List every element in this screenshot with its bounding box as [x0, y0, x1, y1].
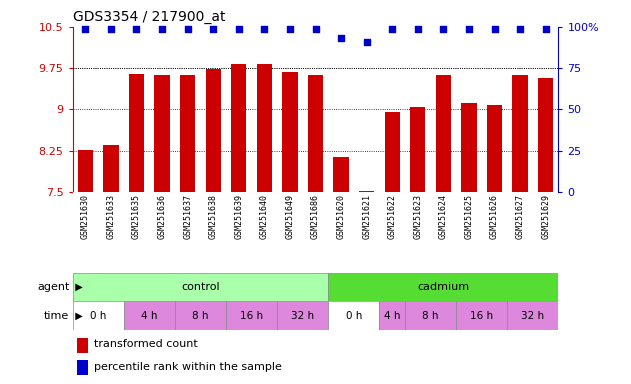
Text: GSM251621: GSM251621	[362, 194, 371, 239]
Point	[541, 25, 551, 31]
Text: GSM251626: GSM251626	[490, 194, 499, 239]
Bar	[180, 75, 196, 192]
Bar	[73, 273, 328, 301]
Point	[515, 25, 525, 31]
Text: GSM251624: GSM251624	[439, 194, 448, 239]
Bar	[282, 72, 298, 192]
Text: GSM251649: GSM251649	[285, 194, 295, 239]
Point	[285, 25, 295, 31]
Text: transformed count: transformed count	[95, 339, 198, 349]
Point	[106, 25, 116, 31]
Bar	[328, 273, 558, 301]
Text: 0 h: 0 h	[346, 311, 362, 321]
Text: GSM251627: GSM251627	[516, 194, 524, 239]
Text: 8 h: 8 h	[192, 311, 209, 321]
Text: 16 h: 16 h	[240, 311, 263, 321]
Point	[362, 39, 372, 45]
Bar	[175, 301, 226, 330]
Bar	[512, 75, 528, 192]
Point	[439, 25, 449, 31]
Text: 32 h: 32 h	[521, 311, 545, 321]
Bar	[78, 338, 88, 353]
Point	[464, 25, 474, 31]
Bar	[257, 64, 272, 192]
Text: GSM251625: GSM251625	[464, 194, 473, 239]
Bar	[226, 301, 277, 330]
Text: 4 h: 4 h	[141, 311, 158, 321]
Point	[336, 35, 346, 41]
Bar	[487, 105, 502, 192]
Bar	[129, 74, 144, 192]
Text: 32 h: 32 h	[291, 311, 314, 321]
Bar	[155, 75, 170, 192]
Text: cadmium: cadmium	[417, 282, 469, 292]
Bar	[379, 301, 405, 330]
Bar	[538, 78, 553, 192]
Bar	[328, 301, 379, 330]
Bar	[78, 150, 93, 192]
Bar	[410, 107, 425, 192]
Bar	[384, 112, 400, 192]
Text: GSM251637: GSM251637	[183, 194, 192, 239]
Point	[131, 25, 141, 31]
Text: GSM251629: GSM251629	[541, 194, 550, 239]
Text: time: time	[44, 311, 69, 321]
Point	[310, 25, 321, 31]
Bar	[461, 103, 476, 192]
Bar	[73, 301, 124, 330]
Text: GSM251636: GSM251636	[158, 194, 167, 239]
Bar	[124, 301, 175, 330]
Text: GSM251635: GSM251635	[132, 194, 141, 239]
Text: ▶: ▶	[69, 282, 83, 292]
Text: GSM251640: GSM251640	[260, 194, 269, 239]
Bar	[456, 301, 507, 330]
Text: percentile rank within the sample: percentile rank within the sample	[95, 362, 282, 372]
Point	[413, 25, 423, 31]
Point	[259, 25, 269, 31]
Point	[157, 25, 167, 31]
Text: GSM251633: GSM251633	[107, 194, 115, 239]
Point	[208, 25, 218, 31]
Point	[182, 25, 192, 31]
Text: 16 h: 16 h	[470, 311, 493, 321]
Text: GSM251639: GSM251639	[234, 194, 244, 239]
Text: 0 h: 0 h	[90, 311, 107, 321]
Bar	[308, 75, 323, 192]
Text: GSM251620: GSM251620	[336, 194, 346, 239]
Point	[490, 25, 500, 31]
Bar	[507, 301, 558, 330]
Bar	[405, 301, 456, 330]
Bar	[78, 360, 88, 375]
Text: control: control	[181, 282, 220, 292]
Text: ▶: ▶	[69, 311, 83, 321]
Point	[387, 25, 398, 31]
Bar	[206, 69, 221, 192]
Point	[80, 25, 90, 31]
Text: GSM251623: GSM251623	[413, 194, 422, 239]
Text: agent: agent	[37, 282, 69, 292]
Bar	[103, 145, 119, 192]
Text: GDS3354 / 217900_at: GDS3354 / 217900_at	[73, 10, 225, 25]
Text: GSM251630: GSM251630	[81, 194, 90, 239]
Bar	[435, 75, 451, 192]
Bar	[333, 157, 349, 192]
Bar	[231, 64, 247, 192]
Text: 8 h: 8 h	[422, 311, 439, 321]
Text: 4 h: 4 h	[384, 311, 401, 321]
Bar	[277, 301, 328, 330]
Text: GSM251622: GSM251622	[387, 194, 397, 239]
Point	[233, 25, 244, 31]
Text: GSM251638: GSM251638	[209, 194, 218, 239]
Text: GSM251686: GSM251686	[311, 194, 320, 239]
